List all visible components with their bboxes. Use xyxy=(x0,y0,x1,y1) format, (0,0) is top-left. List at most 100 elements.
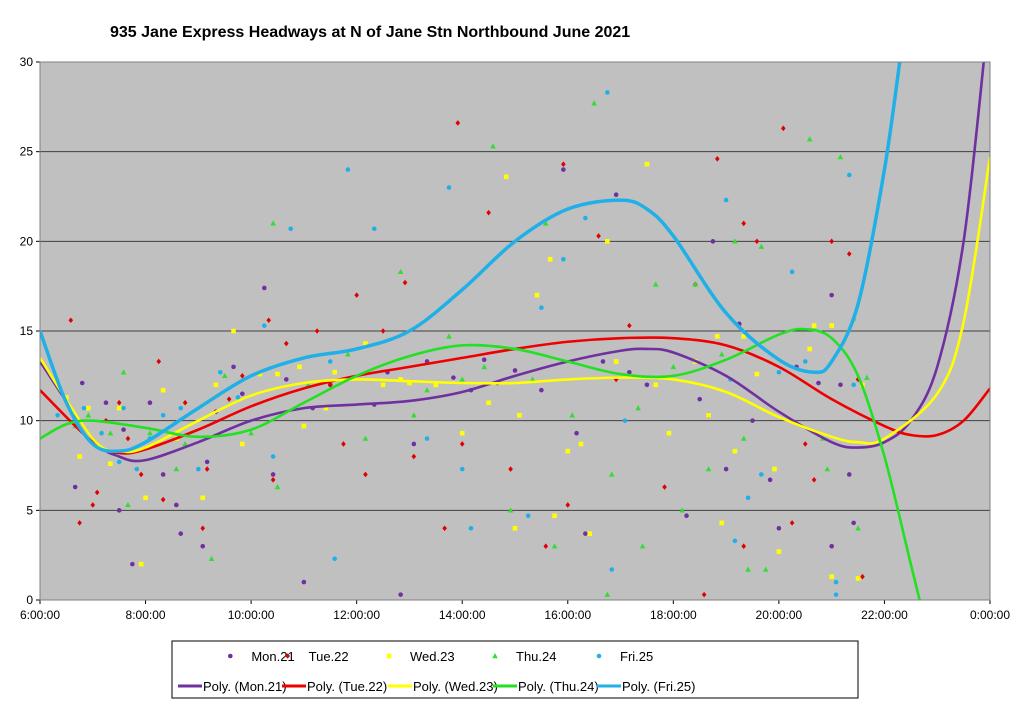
legend-label: Poly. (Thu.24) xyxy=(518,679,599,694)
data-point xyxy=(789,520,795,526)
data-point xyxy=(94,489,100,496)
data-point xyxy=(534,292,540,298)
data-point xyxy=(138,471,144,478)
data-point xyxy=(754,371,760,377)
data-point xyxy=(173,466,180,472)
data-point xyxy=(583,215,588,221)
data-point xyxy=(341,441,346,447)
data-point xyxy=(103,400,109,406)
data-point xyxy=(248,430,254,436)
data-point xyxy=(362,435,369,441)
data-point xyxy=(72,484,78,490)
data-point xyxy=(745,495,751,501)
data-point xyxy=(561,167,566,172)
legend-label: Mon.21 xyxy=(251,649,294,664)
data-point xyxy=(424,436,430,441)
x-tick-label: 22:00:00 xyxy=(861,608,908,622)
data-point xyxy=(639,543,646,549)
data-point xyxy=(596,233,601,239)
legend-marker xyxy=(228,653,233,659)
data-point xyxy=(569,412,575,418)
data-point xyxy=(789,269,795,275)
data-point xyxy=(262,323,267,328)
legend-label: Poly. (Mon.21) xyxy=(203,679,287,694)
data-point xyxy=(732,448,738,454)
data-point xyxy=(829,543,834,549)
data-point xyxy=(723,197,729,203)
legend-label: Poly. (Wed.23) xyxy=(413,679,498,694)
data-point xyxy=(411,441,417,447)
data-point xyxy=(90,502,96,508)
data-point xyxy=(855,576,861,581)
x-tick-label: 20:00:00 xyxy=(756,608,803,622)
data-point xyxy=(64,395,69,400)
data-point xyxy=(147,430,153,436)
data-point xyxy=(705,466,712,472)
data-point xyxy=(398,377,403,382)
x-tick-label: 12:00:00 xyxy=(333,608,380,622)
data-point xyxy=(780,125,786,132)
data-point xyxy=(86,405,91,411)
data-point xyxy=(627,369,632,375)
data-point xyxy=(486,400,491,406)
y-axis: 0 5 10 15 20 25 30 xyxy=(20,55,41,607)
data-point xyxy=(486,209,491,216)
x-axis: 6:00:00 8:00:00 10:00:00 12:00:00 14:00:00 16… xyxy=(20,599,1010,622)
data-point xyxy=(512,525,518,531)
data-point xyxy=(411,412,417,418)
data-point xyxy=(855,376,861,383)
data-point xyxy=(627,322,632,329)
data-point xyxy=(635,405,641,411)
data-point xyxy=(270,220,276,226)
data-point xyxy=(802,441,808,447)
data-point xyxy=(125,501,131,508)
data-point xyxy=(776,549,782,554)
data-point xyxy=(240,373,245,379)
data-point xyxy=(525,513,531,519)
data-point xyxy=(270,472,276,477)
data-point xyxy=(723,466,729,472)
data-point xyxy=(397,268,404,275)
data-point xyxy=(833,579,839,585)
data-point xyxy=(706,412,711,418)
x-tick-label: 14:00:00 xyxy=(439,608,486,622)
data-point xyxy=(838,382,843,388)
data-point xyxy=(451,375,456,380)
data-point xyxy=(508,466,513,472)
data-point xyxy=(767,477,773,483)
data-point xyxy=(68,317,74,324)
data-point xyxy=(345,351,351,357)
data-point xyxy=(692,281,699,287)
data-point xyxy=(750,418,755,423)
data-point xyxy=(539,305,544,310)
data-point xyxy=(424,387,430,393)
data-point xyxy=(547,256,553,262)
data-point xyxy=(459,376,466,382)
data-point xyxy=(715,156,720,162)
legend-marker xyxy=(492,653,498,659)
legend-marker xyxy=(596,653,602,659)
legend-label: Tue.22 xyxy=(309,649,349,664)
data-point xyxy=(833,592,839,597)
data-point xyxy=(283,377,289,382)
data-point xyxy=(81,405,87,411)
data-point xyxy=(138,561,144,567)
data-point xyxy=(715,334,720,339)
data-point xyxy=(270,477,276,483)
y-tick-label: 25 xyxy=(20,145,34,159)
data-point xyxy=(107,430,114,436)
data-point xyxy=(363,341,368,346)
data-point xyxy=(283,340,289,347)
legend: Mon.21 Tue.22 Wed.23 Thu.24 Fri.25 Poly. (Mon… xyxy=(171,640,859,699)
data-point xyxy=(565,502,571,508)
data-point xyxy=(121,405,126,411)
data-point xyxy=(380,328,386,334)
data-point xyxy=(204,459,210,465)
data-point xyxy=(160,472,166,477)
data-point xyxy=(718,351,725,357)
data-point xyxy=(561,256,566,262)
data-point xyxy=(662,484,667,490)
data-point xyxy=(807,346,812,352)
data-point xyxy=(354,292,359,298)
